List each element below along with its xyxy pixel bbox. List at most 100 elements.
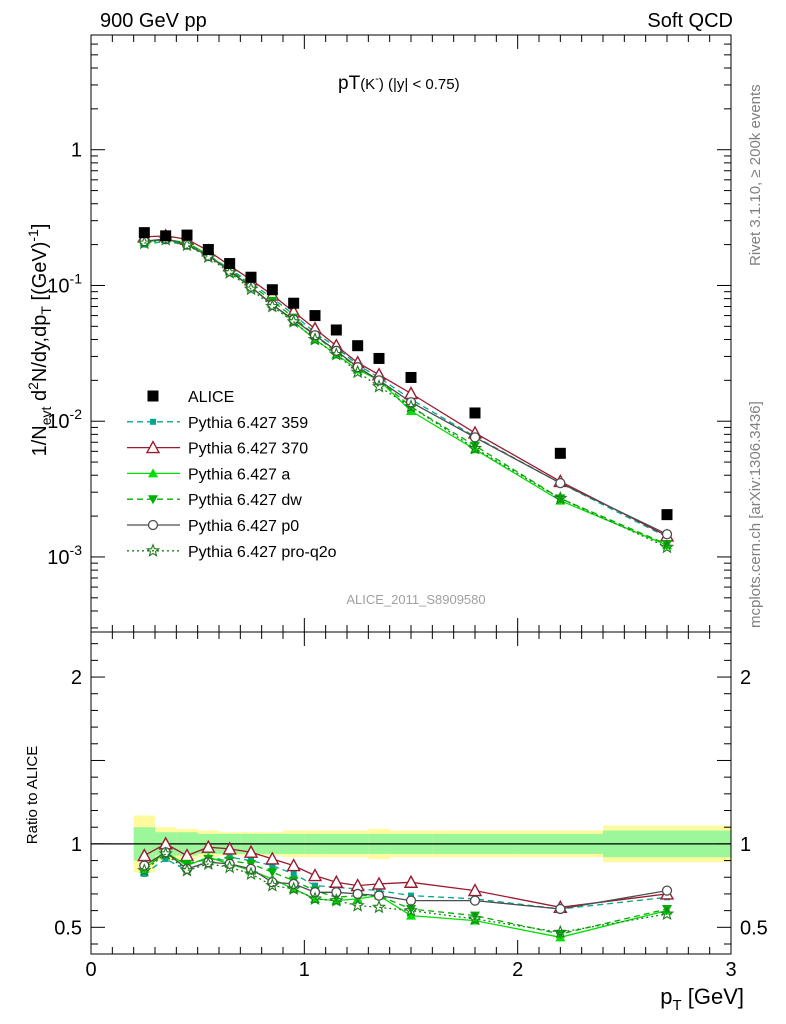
legend-marker [145, 440, 161, 454]
ratio-axis-ticks [90, 632, 732, 954]
ratio-series-line [143, 853, 668, 933]
main-data-point [222, 265, 237, 279]
ratio-data-point [267, 868, 278, 878]
ratio-data-point [243, 844, 259, 858]
main-data-point [555, 477, 566, 489]
ratio-data-point [307, 868, 323, 882]
main-data-point [181, 229, 193, 241]
rivet-label: Rivet 3.1.10, ≥ 200k events [747, 84, 764, 266]
main-y-tick-label: 10-1 [47, 270, 82, 297]
main-series-layer [137, 227, 675, 554]
main-data-point [245, 271, 257, 283]
main-data-point [160, 230, 172, 242]
plot-title: pT(K-) (|y| < 0.75) [338, 73, 460, 94]
legend-entry-4: Pythia 6.427 dw [127, 492, 302, 509]
ratio-data-point [555, 903, 566, 915]
main-data-point [553, 490, 568, 505]
ratio-data-point [243, 866, 259, 881]
main-data-point [554, 447, 566, 459]
ratio-data-point [158, 846, 173, 861]
legend-label: Pythia 6.427 370 [188, 441, 308, 458]
ratio-data-point [224, 858, 235, 870]
ratio-series-line [143, 853, 668, 935]
legend-entry-2: Pythia 6.427 370 [127, 440, 308, 458]
ratio-data-point [269, 862, 276, 869]
main-data-point [373, 352, 385, 364]
ratio-y-tick-label: 2 [71, 667, 82, 689]
ratio-data-point [467, 911, 483, 925]
main-plot-frame [90, 34, 732, 633]
legend-label: Pythia 6.427 dw [188, 492, 302, 509]
main-series-line [144, 238, 668, 548]
legend-marker [148, 468, 158, 478]
main-data-point [661, 529, 673, 540]
main-data-point [243, 281, 259, 296]
main-data-point [137, 235, 152, 250]
main-y-tick-label: 10-3 [47, 542, 82, 569]
ratio-data-point [312, 882, 318, 889]
main-data-point [403, 386, 419, 400]
main-data-point [202, 244, 214, 256]
ratio-y-tick-label-right: 1 [740, 834, 751, 856]
ratio-data-point [179, 863, 195, 877]
ratio-data-point [201, 839, 216, 853]
ratio-data-point [403, 874, 419, 888]
legend: ALICE Pythia 6.427 359 Pythia 6.427 370 Pyt… [127, 389, 337, 561]
main-series-6 [137, 232, 675, 554]
ratio-data-point [137, 863, 152, 877]
ratio-data-point [406, 910, 416, 920]
main-data-point [659, 539, 675, 554]
ratio-data-point [371, 876, 387, 890]
legend-entry-1: Pythia 6.427 359 [127, 415, 308, 432]
main-data-point [179, 237, 195, 252]
legend-marker [147, 519, 159, 531]
main-data-point [469, 432, 481, 443]
main-data-point [266, 284, 278, 296]
legend-entry-5: Pythia 6.427 p0 [127, 518, 299, 535]
main-y-tick-label: 1 [71, 140, 82, 162]
main-data-point [288, 297, 300, 309]
ratio-data-point [469, 895, 481, 906]
main-data-point [307, 331, 323, 346]
ratio-data-point [290, 870, 297, 877]
main-data-point [265, 299, 280, 313]
legend-label: Pythia 6.427 pro-q2o [188, 544, 337, 561]
ratio-series-4 [139, 847, 673, 915]
ratio-data-point [265, 878, 280, 892]
source-label: mcplots.cern.ch [arXiv:1306.3436] [747, 401, 764, 628]
ratio-y-tick-label-right: 2 [740, 667, 751, 689]
ratio-data-point [553, 924, 568, 939]
ratio-data-point [265, 851, 280, 865]
ratio-data-point [329, 893, 344, 907]
ratio-series-5 [137, 846, 675, 939]
legend-marker [147, 390, 159, 402]
main-data-point [661, 509, 673, 521]
main-series-line [144, 238, 668, 535]
legend-label: Pythia 6.427 p0 [188, 518, 299, 535]
main-data-point [403, 399, 419, 413]
header-left: 900 GeV pp [100, 10, 207, 32]
main-data-point [286, 314, 301, 328]
ratio-y-axis-label: Ratio to ALICE [24, 746, 41, 844]
ratio-data-point [307, 891, 323, 906]
analysis-id: ALICE_2011_S8909580 [346, 592, 485, 607]
ratio-data-point [286, 881, 301, 896]
main-data-point [405, 371, 417, 383]
main-y-tick-label: 10-2 [47, 406, 82, 433]
ratio-series-2 [139, 847, 672, 942]
main-series-0 [138, 227, 673, 521]
legend-entry-3: Pythia 6.427 a [127, 466, 290, 483]
ratio-tick-labels: 0 1 2 30.5 0.51 12 2 [54, 667, 768, 981]
ratio-series-line [143, 851, 668, 938]
ratio-series-line [143, 851, 668, 910]
main-y-axis-label: 1/Nevt d2N/dy,dpT [(GeV)-1] [25, 224, 54, 457]
x-tick-label: 2 [512, 959, 523, 981]
main-data-point [469, 407, 481, 419]
ratio-y-tick-label: 1 [71, 834, 82, 856]
ratio-data-point [329, 874, 344, 888]
legend-label: Pythia 6.427 a [188, 466, 290, 483]
main-series-line [144, 238, 668, 545]
ratio-data-point [286, 858, 301, 872]
main-data-point [352, 340, 364, 352]
